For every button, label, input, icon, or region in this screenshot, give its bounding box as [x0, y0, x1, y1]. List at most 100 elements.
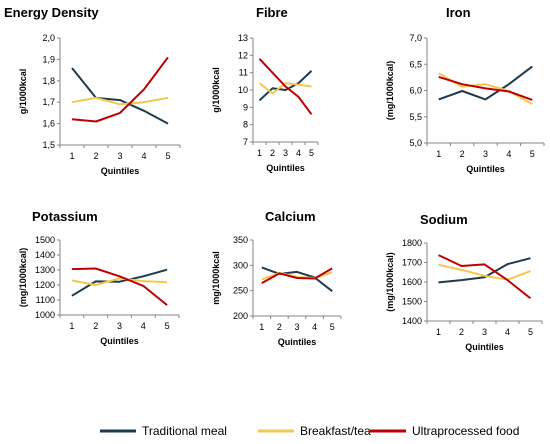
- y-tick-label: 12: [238, 50, 248, 60]
- x-tick-label: 2: [277, 322, 282, 332]
- y-tick-label: 1400: [402, 316, 422, 326]
- series-line-ultraprocessed-food: [261, 267, 333, 284]
- y-tick-label: 250: [233, 286, 248, 296]
- y-tick-label: 300: [233, 260, 248, 270]
- y-tick-label: 1000: [35, 310, 55, 320]
- y-tick-label: 1,6: [42, 119, 55, 129]
- series-line-traditional-meal: [438, 65, 533, 101]
- series-line-traditional-meal: [438, 257, 531, 284]
- x-axis-label: Quintiles: [100, 336, 139, 346]
- chart-calcium: Calcium 200 250 300 350 1 2 3 4 5 Quintiles mg/1000…: [211, 209, 342, 347]
- series-line-traditional-meal: [71, 67, 169, 125]
- legend-label: Breakfast/tea: [300, 424, 371, 438]
- x-tick-label: 3: [283, 148, 288, 158]
- chart-potassium: Potassium 1000 1100 1200 1300 1400 1500 1 2 3 4 5 Qu…: [18, 209, 180, 346]
- y-tick-label: 1300: [35, 265, 55, 275]
- x-tick-label: 3: [117, 151, 122, 161]
- x-axis-label: Quintiles: [466, 164, 505, 174]
- y-tick-label: 5,5: [409, 112, 422, 122]
- x-tick-label: 5: [309, 148, 314, 158]
- x-tick-label: 5: [530, 149, 535, 159]
- y-tick-label: 10: [238, 85, 248, 95]
- y-tick-label: 1700: [402, 258, 422, 268]
- series-line-ultraprocessed-food: [438, 75, 533, 101]
- x-tick-label: 1: [69, 321, 74, 331]
- legend-label: Traditional meal: [142, 424, 227, 438]
- x-axis-label: Quintiles: [266, 163, 305, 173]
- x-tick-label: 4: [312, 322, 317, 332]
- y-tick-label: 8: [243, 120, 248, 130]
- legend-item-traditional-meal: Traditional meal: [100, 424, 227, 438]
- chart-title: Iron: [446, 5, 471, 20]
- series-line-breakfast-tea: [71, 96, 169, 106]
- x-tick-label: 3: [483, 149, 488, 159]
- y-axis-label: (mg/1000kcal): [18, 248, 28, 308]
- y-tick-label: 6,5: [409, 59, 422, 69]
- legend-label: Ultraprocessed food: [412, 424, 519, 438]
- y-tick-label: 1800: [402, 238, 422, 248]
- x-tick-label: 4: [296, 148, 301, 158]
- y-axis-label: (mg/1000kcal): [385, 252, 395, 312]
- x-tick-label: 3: [482, 327, 487, 337]
- y-axis-label: g/1000kcal: [211, 67, 221, 113]
- x-tick-label: 4: [141, 321, 146, 331]
- y-tick-label: 1100: [36, 295, 55, 305]
- y-tick-label: 350: [233, 235, 248, 245]
- x-axis-label: Quintiles: [465, 342, 504, 352]
- y-tick-label: 1,8: [42, 76, 55, 86]
- x-tick-label: 1: [436, 149, 441, 159]
- legend-item-ultraprocessed-food: Ultraprocessed food: [370, 424, 519, 438]
- y-tick-label: 200: [233, 311, 248, 321]
- y-tick-label: 1200: [35, 280, 55, 290]
- y-tick-label: 1,5: [42, 140, 55, 150]
- x-axis-label: Quintiles: [101, 166, 140, 176]
- series-line-ultraprocessed-food: [71, 267, 168, 306]
- x-tick-label: 3: [117, 321, 122, 331]
- x-tick-label: 2: [460, 149, 465, 159]
- chart-title: Potassium: [32, 209, 98, 224]
- y-tick-label: 11: [239, 68, 248, 78]
- y-tick-label: 7: [243, 137, 248, 147]
- chart-title: Calcium: [265, 209, 316, 224]
- chart-title: Sodium: [420, 212, 468, 227]
- series-line-breakfast-tea: [71, 277, 168, 286]
- x-tick-label: 4: [141, 151, 146, 161]
- x-tick-label: 1: [436, 327, 441, 337]
- series-line-traditional-meal: [258, 70, 313, 102]
- y-tick-label: 1500: [35, 235, 55, 245]
- x-axis-label: Quintiles: [278, 337, 317, 347]
- x-tick-label: 2: [270, 148, 275, 158]
- y-tick-label: 7,0: [409, 33, 422, 43]
- y-tick-label: 13: [238, 33, 248, 43]
- x-tick-label: 5: [330, 322, 335, 332]
- x-tick-label: 5: [528, 327, 533, 337]
- y-axis-label: (mg/1000kcal): [385, 61, 395, 121]
- x-tick-label: 2: [93, 151, 98, 161]
- x-tick-label: 2: [93, 321, 98, 331]
- y-axis-label: mg/1000kcal: [211, 251, 221, 305]
- series-line-traditional-meal: [71, 268, 168, 297]
- x-tick-label: 5: [165, 321, 170, 331]
- y-tick-label: 1,7: [42, 97, 55, 107]
- series-line-breakfast-tea: [258, 82, 312, 95]
- y-tick-label: 1400: [35, 250, 55, 260]
- x-tick-label: 5: [165, 151, 170, 161]
- series-line-breakfast-tea: [438, 263, 531, 281]
- chart-energy-density: Energy Density 1,5 1,6 1,7 1,8 1,9 2,0 1 2 3 4 5 Qui…: [4, 5, 181, 176]
- y-tick-label: 1600: [402, 277, 422, 287]
- chart-iron: Iron 5,0 5,5 6,0 6,5 7,0 1 2 3 4 5 Quintiles (mg/100…: [385, 5, 545, 174]
- legend-item-breakfast-tea: Breakfast/tea: [258, 424, 371, 438]
- series-line-ultraprocessed-food: [71, 56, 169, 123]
- x-tick-label: 2: [459, 327, 464, 337]
- series-line-traditional-meal: [261, 266, 333, 292]
- y-tick-label: 6,0: [409, 86, 422, 96]
- x-tick-label: 1: [259, 322, 264, 332]
- x-tick-label: 3: [294, 322, 299, 332]
- chart-title: Fibre: [256, 5, 288, 20]
- chart-sodium: Sodium 1400 1500 1600 1700 1800 1 2 3 4 5 Quintiles…: [385, 212, 543, 352]
- x-tick-label: 1: [257, 148, 262, 158]
- y-tick-label: 2,0: [42, 33, 55, 43]
- y-tick-label: 5,0: [409, 138, 422, 148]
